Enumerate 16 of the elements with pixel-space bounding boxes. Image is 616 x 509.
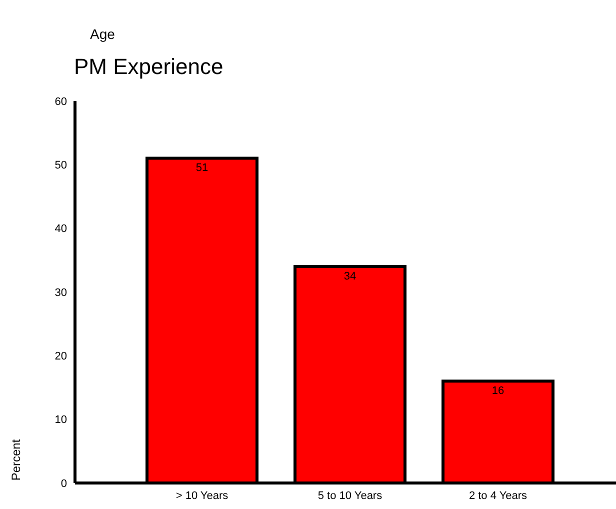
y-tick-label: 60 — [54, 96, 67, 108]
y-tick-label: 20 — [54, 350, 67, 363]
chart-title: PM Experience — [74, 54, 224, 80]
data-label: 34 — [344, 270, 356, 282]
x-tick-label: > 10 Years — [176, 490, 229, 502]
x-tick-label: 2 to 4 Years — [468, 490, 528, 502]
x-tick-label: 5 to 10 Years — [318, 490, 383, 502]
data-label: 16 — [492, 384, 504, 397]
data-label: 51 — [196, 162, 208, 174]
y-tick-label: 10 — [54, 414, 67, 426]
text: Age — [90, 26, 115, 42]
y-axis-title: Percent — [9, 439, 23, 481]
y-tick-label: 40 — [54, 223, 67, 236]
y-tick-label: 0 — [60, 478, 67, 490]
y-tick-label: 50 — [54, 160, 67, 172]
y-tick-label: 30 — [54, 286, 67, 299]
